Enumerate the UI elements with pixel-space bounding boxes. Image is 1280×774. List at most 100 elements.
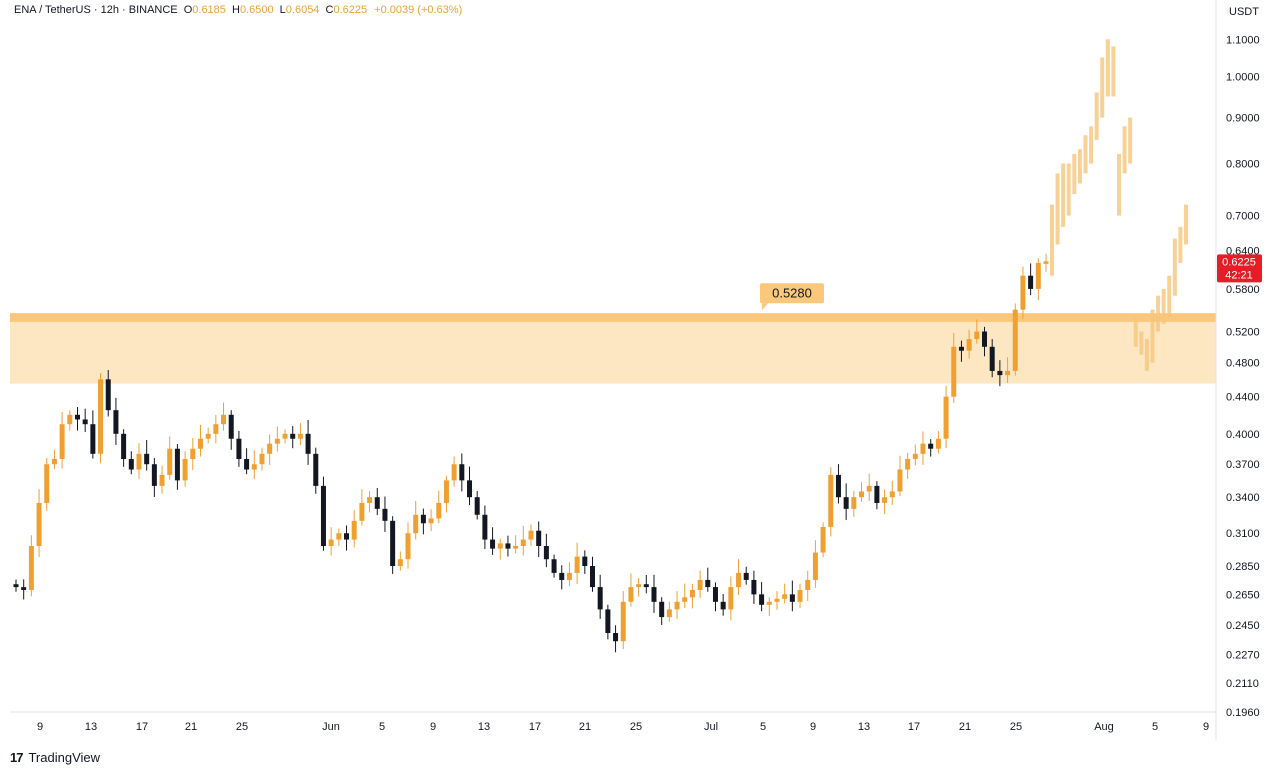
change-value: +0.0039 (+0.63%) [374,4,463,16]
time-tick-label: 13 [478,721,490,733]
price-tick-label: 0.4800 [1226,358,1260,370]
candle-body [221,414,227,425]
candle-body [459,464,465,481]
candle-body [613,633,619,642]
candle-body [259,453,265,465]
projection-bar [1150,309,1155,363]
candle-body [44,464,50,503]
candle-body [443,480,449,503]
projection-bar [1133,316,1138,347]
price-tick-label: 0.7000 [1226,211,1260,223]
candle-body [344,533,350,540]
tradingview-logo-icon: 17 [10,750,24,765]
candle-body [405,533,411,560]
current-price-value: 0.6225 [1222,256,1256,268]
candle-body [1020,275,1026,310]
candle-body [736,572,742,588]
candle-body [105,379,111,411]
price-tick-label: 0.9000 [1226,113,1260,125]
price-tick-label: 0.3700 [1226,459,1260,471]
candle-body [136,453,142,470]
candle-body [820,526,826,553]
candle-body [144,453,150,465]
candle-body [267,443,273,454]
candle-body [951,346,957,397]
projection-bar [1083,135,1088,174]
price-tick-label: 0.5800 [1226,284,1260,296]
projection-bar [1122,126,1127,174]
price-tick-label: 1.0000 [1226,72,1260,84]
projection-bar [1128,117,1133,164]
projection-bar [1105,39,1110,97]
candle-body [874,485,880,503]
candle-body [182,458,188,481]
projection-bar [1184,204,1188,245]
candle-body [474,497,480,515]
candle-body [305,433,311,454]
candle-body [359,502,365,521]
candle-body [290,433,296,439]
symbol-header: ENA / TetherUS · 12h · BINANCE O0.6185 H… [14,4,462,16]
tradingview-logo[interactable]: 17 TradingView [10,750,100,765]
candle-body [751,579,757,595]
time-tick-label: 17 [136,721,148,733]
candle-body [467,480,473,498]
candle-body [666,609,672,618]
price-tick-label: 0.4000 [1226,429,1260,441]
candle-body [674,601,680,610]
projection-bar [1094,92,1099,140]
candle-body [828,474,834,527]
candle-body [597,587,603,610]
zone-label-text: 0.5280 [772,286,812,301]
current-price-tag [1217,254,1262,283]
candle-body [728,587,734,610]
candle-body [174,448,180,481]
candle-body [943,396,949,439]
price-tick-label: 0.2270 [1226,650,1260,662]
projection-bar [1172,238,1177,296]
candle-body [51,458,57,465]
candle-body [712,587,718,602]
projection-bar [1066,163,1071,216]
candle-body [966,339,972,351]
price-tick-label: 0.4400 [1226,392,1260,404]
candle-body [528,530,534,540]
projection-bar [1178,226,1183,263]
time-tick-label: 9 [430,721,436,733]
candle-body [121,433,127,459]
candle-body [697,579,703,590]
candle-body [720,601,726,610]
candle-body [1028,275,1034,289]
candle-body [420,514,426,524]
candle-body [851,497,857,509]
candle-body [482,514,488,540]
candle-body [620,601,626,642]
time-tick-label: 9 [37,721,43,733]
candle-body [1005,370,1011,376]
candle-body [21,587,27,590]
candle-body [1035,262,1041,289]
time-tick-label: 9 [810,721,816,733]
price-tick-label: 0.1960 [1226,707,1260,719]
close-label: C [325,4,334,16]
price-tick-label: 0.8000 [1226,159,1260,171]
candle-body [428,518,434,524]
candle-body [213,424,219,434]
high-label: H [231,4,240,16]
candle-body [982,331,988,347]
price-tick-label: 0.2650 [1226,589,1260,601]
time-tick-label: 21 [959,721,971,733]
projection-bar [1167,275,1172,317]
candle-body [997,370,1003,376]
candle-body [859,491,865,498]
candle-body [436,502,442,519]
candle-body [128,458,134,470]
time-tick-label: Aug [1094,721,1114,733]
open-value: 0.6185 [192,4,226,16]
candle-body [805,579,811,590]
time-tick-label: 13 [85,721,97,733]
tradingview-logo-text: TradingView [28,750,101,765]
candle-body [513,546,519,549]
symbol-title: ENA / TetherUS · 12h · BINANCE [14,4,178,16]
